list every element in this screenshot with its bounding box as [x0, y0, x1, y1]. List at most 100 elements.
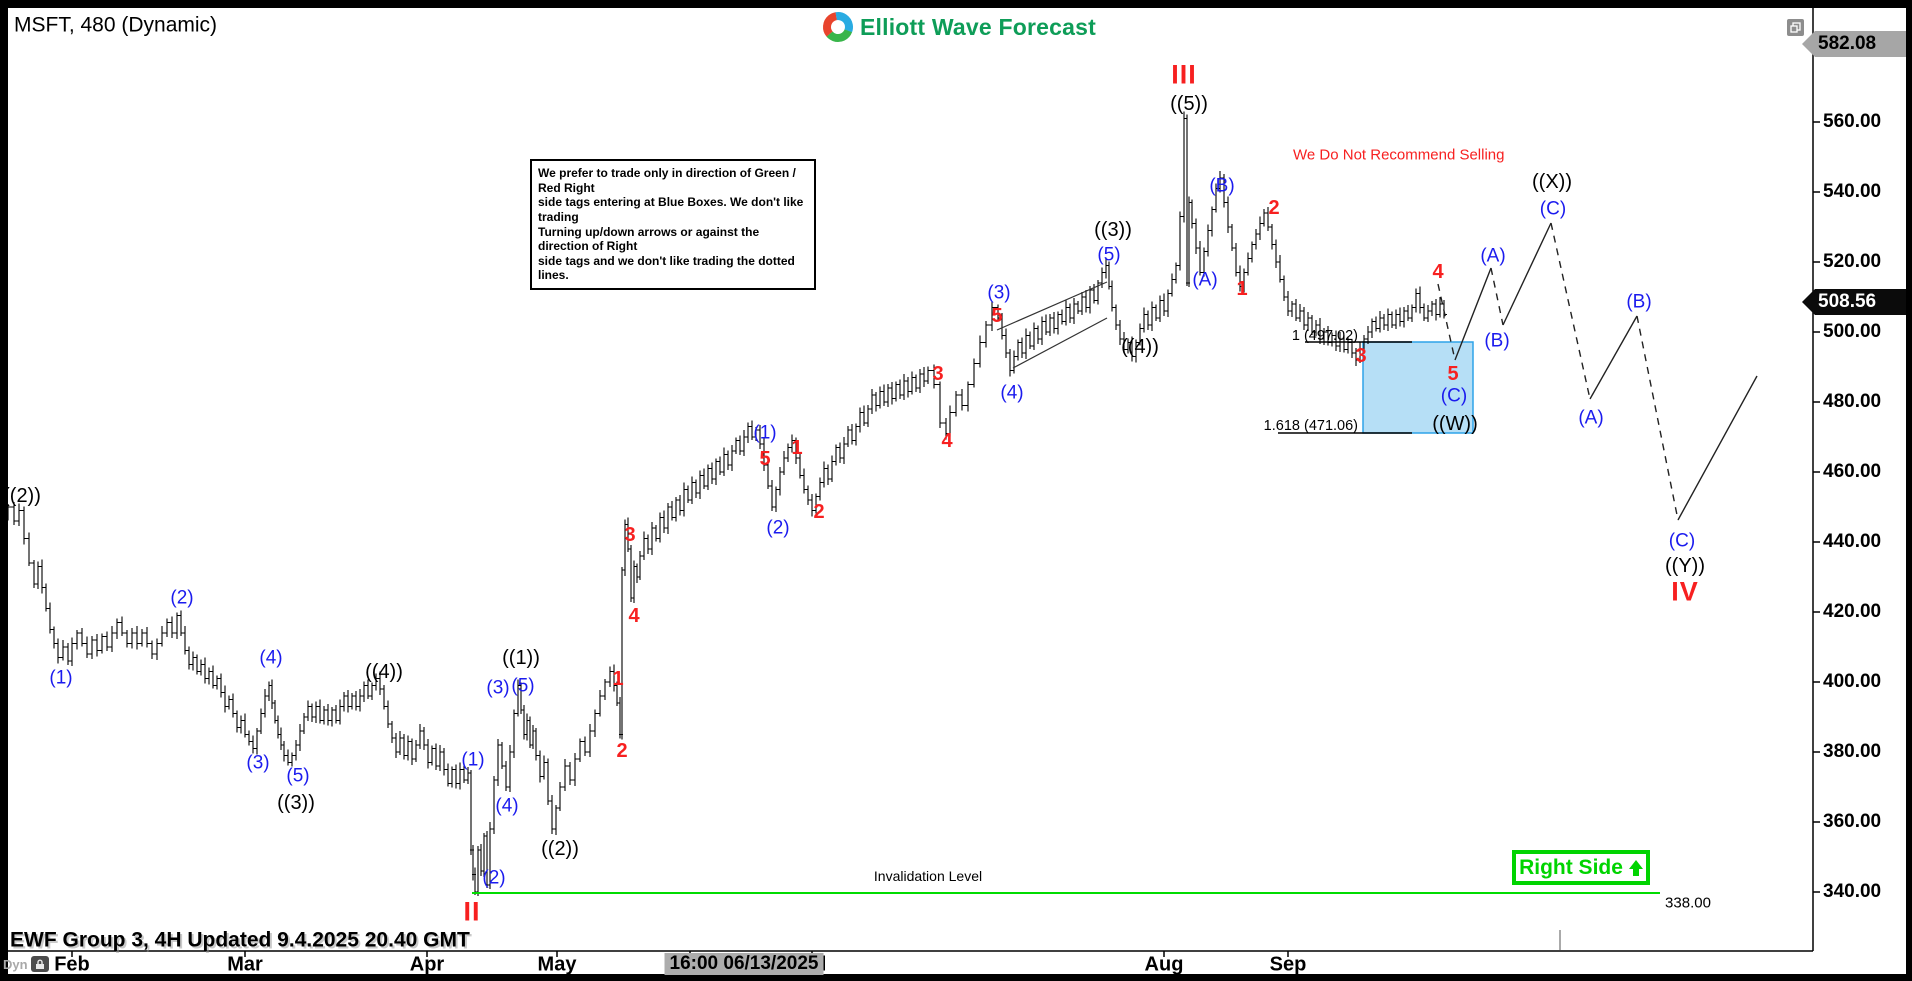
fib-extension-label: 1.618 (471.06) [1263, 417, 1358, 434]
wave-label-blue: (C) [1440, 385, 1468, 407]
price-tick-label: 420.00 [1823, 601, 1882, 622]
top-price-tag: 582.08 [1802, 31, 1906, 57]
wave-label-blue: (1) [461, 749, 485, 771]
price-tick-label: 440.00 [1823, 531, 1882, 552]
wave-label-blue: (5) [511, 675, 535, 697]
price-tick-label: 380.00 [1823, 741, 1882, 762]
wave-label-blue: (2) [482, 867, 506, 889]
wave-label-red: 5 [759, 448, 771, 470]
price-tick-label: 360.00 [1823, 811, 1882, 832]
wave-label-black: ((Y)) [1665, 555, 1705, 577]
wave-label-red: 4 [628, 605, 640, 627]
fib-extension-label: 1 (497.02) [1291, 327, 1358, 344]
month-tick-label: Mar [227, 953, 263, 976]
up-arrow-icon [1628, 859, 1643, 876]
month-tick-label: May [537, 953, 577, 976]
right-side-text: Right Side [1519, 855, 1623, 879]
channel-line [1012, 317, 1108, 369]
wave-label-blue: (C) [1668, 530, 1696, 552]
current-price-tag: 508.56 [1802, 289, 1906, 315]
wave-label-black: ((W)) [1432, 413, 1478, 435]
wave-label-red: 1 [791, 437, 803, 459]
price-tick-label: 400.00 [1823, 671, 1882, 692]
wave-label-blue: (B) [1626, 291, 1652, 313]
overlapping-squares-glyph [1790, 22, 1801, 33]
projection-line-dashed [1636, 315, 1679, 521]
wave-label-red: 3 [932, 363, 944, 385]
wave-label-blue: (4) [1000, 382, 1024, 404]
projection-line-dashed [1490, 267, 1504, 326]
wave-label-red: 2 [1268, 197, 1280, 219]
wave-label-red: 1 [612, 668, 624, 690]
restore-window-icon[interactable] [1787, 19, 1804, 36]
crosshair-date-box: 16:00 06/13/2025 [664, 953, 824, 975]
wave-label-black: ((5)) [1170, 93, 1208, 115]
right-side-badge: Right Side [1512, 850, 1650, 885]
channel-line [996, 281, 1108, 331]
price-tick-label: 520.00 [1823, 251, 1882, 272]
projection-line-solid [1589, 315, 1638, 400]
axis-lock-icon[interactable] [31, 956, 49, 972]
month-tick-label: Feb [54, 953, 90, 976]
month-tick-label: Aug [1144, 953, 1184, 976]
wave-label-blue: (5) [286, 765, 310, 787]
trading-disclaimer-note: We prefer to trade only in direction of … [530, 159, 816, 290]
wave-label-blue: (2) [170, 587, 194, 609]
wave-label-blue: (3) [987, 282, 1011, 304]
wave-label-blue: (1) [753, 422, 777, 444]
logo-swirl-icon [823, 11, 853, 42]
wave-label-red: 4 [941, 430, 953, 452]
wave-label-red: 2 [813, 501, 825, 523]
month-tick-label: Sep [1269, 953, 1307, 976]
wave-label-redbig: III [1171, 59, 1197, 90]
wave-label-black: ((3)) [277, 792, 315, 814]
no-sell-annotation: We Do Not Recommend Selling [1293, 146, 1505, 164]
price-tick-label: 340.00 [1823, 881, 1882, 902]
wave-label-red: 5 [1447, 363, 1459, 385]
projection-line-dashed [1550, 222, 1591, 400]
brand-logo: Elliott Wave Forecast [822, 11, 1096, 43]
wave-label-red: 3 [1355, 345, 1367, 367]
wave-label-black: ((2)) [3, 485, 41, 507]
chart-canvas[interactable] [8, 8, 1906, 974]
month-tick-label: Apr [409, 953, 445, 976]
wave-label-redbig: IV [1671, 576, 1699, 607]
padlock-glyph [36, 959, 44, 969]
wave-label-blue: (C) [1539, 198, 1567, 220]
wave-label-blue: (1) [49, 667, 73, 689]
wave-label-black: ((3)) [1094, 219, 1132, 241]
wave-label-blue: (A) [1480, 245, 1506, 267]
wave-label-blue: (B) [1484, 330, 1510, 352]
wave-label-blue: (B) [1209, 175, 1235, 197]
wave-label-blue: (4) [259, 647, 283, 669]
wave-label-red: 3 [624, 524, 636, 546]
wave-label-redbig: II [463, 896, 481, 927]
wave-label-black: ((2)) [541, 838, 579, 860]
price-tick-label: 500.00 [1823, 321, 1882, 342]
wave-label-blue: (A) [1192, 269, 1218, 291]
price-tick-label: 560.00 [1823, 111, 1882, 132]
price-tick-label: 540.00 [1823, 181, 1882, 202]
wave-label-red: 5 [991, 305, 1003, 327]
wave-label-blue: (3) [246, 752, 270, 774]
wave-label-blue: (3) [486, 677, 510, 699]
invalidation-level-label: Invalidation Level [873, 868, 983, 884]
wave-label-red: 2 [616, 740, 628, 762]
update-footer: EWF Group 3, 4H Updated 9.4.2025 20.40 G… [10, 928, 470, 952]
projection-line-solid [1677, 375, 1758, 521]
wave-label-black: ((1)) [502, 647, 540, 669]
symbol-title: MSFT, 480 (Dynamic) [14, 13, 218, 37]
wave-label-blue: (5) [1097, 244, 1121, 266]
wave-label-blue: (2) [766, 517, 790, 539]
wave-label-black: ((4)) [365, 661, 403, 683]
wave-label-blue: (A) [1578, 407, 1604, 429]
wave-label-red: 1 [1236, 278, 1248, 300]
logo-text: Elliott Wave Forecast [860, 13, 1096, 40]
invalidation-price-label: 338.00 [1665, 894, 1711, 912]
projection-line-solid [1502, 222, 1552, 326]
wave-label-blue: (4) [495, 795, 519, 817]
dyn-label: Dyn [3, 957, 28, 972]
blue-box-target-zone [1362, 341, 1474, 434]
